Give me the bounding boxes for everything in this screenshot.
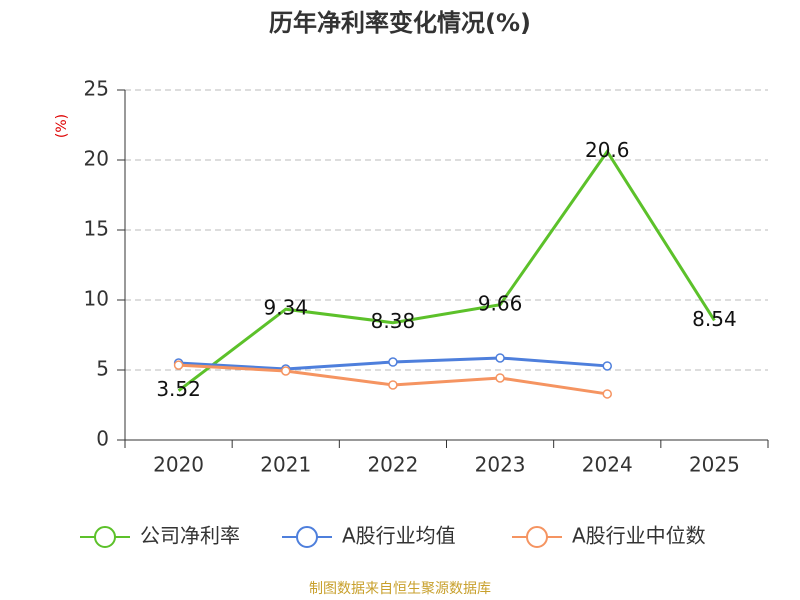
y-tick-label: 0: [96, 427, 109, 451]
point: [388, 357, 398, 367]
data-label: 8.54: [692, 307, 737, 331]
legend-label: A股行业均值: [342, 524, 456, 548]
y-tick-label: 5: [96, 357, 109, 381]
x-tick-label: 2021: [260, 453, 311, 477]
point: [495, 373, 505, 383]
point: [388, 380, 398, 390]
data-label: 20.6: [585, 138, 630, 162]
chart-title: 历年净利率变化情况(%): [269, 9, 531, 37]
y-axis-label: (%): [54, 114, 70, 138]
x-tick-label: 2024: [582, 453, 633, 477]
legend-label: 公司净利率: [140, 524, 240, 548]
legend-marker: [94, 526, 116, 548]
x-tick-label: 2022: [367, 453, 418, 477]
point: [495, 353, 505, 363]
point: [173, 360, 184, 370]
x-tick-label: 2023: [475, 453, 526, 477]
legend-label: A股行业中位数: [572, 524, 706, 548]
point: [602, 361, 612, 371]
y-tick-label: 25: [84, 77, 109, 101]
data-label: 3.52: [156, 377, 201, 401]
series-line: [177, 148, 716, 392]
data-label: 9.34: [263, 296, 308, 320]
legend-marker: [526, 526, 548, 548]
x-tick-label: 2025: [689, 453, 740, 477]
point: [281, 366, 291, 376]
data-label: 8.38: [371, 309, 416, 333]
legend-marker: [296, 526, 318, 548]
source-note: 制图数据来自恒生聚源数据库: [309, 581, 491, 597]
x-tick-label: 2020: [153, 453, 204, 477]
data-label: 9.66: [478, 291, 523, 315]
y-tick-label: 15: [84, 217, 109, 241]
y-tick-label: 10: [84, 287, 109, 311]
y-tick-label: 20: [84, 147, 109, 171]
point: [602, 389, 612, 399]
